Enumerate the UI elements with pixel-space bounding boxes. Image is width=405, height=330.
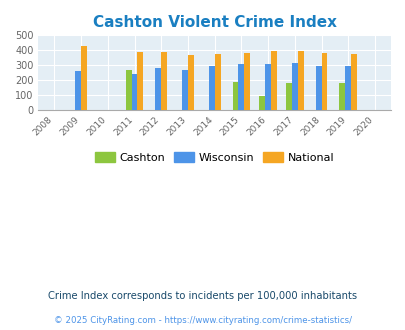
- Bar: [81, 46, 87, 111]
- Bar: [271, 51, 276, 111]
- Bar: [264, 64, 271, 111]
- Bar: [232, 82, 238, 111]
- Bar: [75, 71, 81, 111]
- Bar: [244, 53, 249, 111]
- Bar: [291, 63, 297, 111]
- Bar: [238, 64, 244, 111]
- Bar: [321, 53, 326, 111]
- Bar: [155, 68, 161, 111]
- Bar: [208, 66, 214, 111]
- Bar: [285, 82, 291, 111]
- Bar: [214, 54, 220, 111]
- Bar: [297, 51, 303, 111]
- Legend: Cashton, Wisconsin, National: Cashton, Wisconsin, National: [90, 148, 338, 167]
- Bar: [350, 53, 356, 111]
- Bar: [315, 66, 321, 111]
- Bar: [137, 52, 143, 111]
- Bar: [181, 70, 188, 111]
- Bar: [131, 74, 137, 111]
- Bar: [339, 83, 345, 111]
- Bar: [259, 96, 264, 111]
- Text: © 2025 CityRating.com - https://www.cityrating.com/crime-statistics/: © 2025 CityRating.com - https://www.city…: [54, 316, 351, 325]
- Bar: [188, 55, 193, 111]
- Bar: [345, 66, 350, 111]
- Bar: [161, 52, 167, 111]
- Bar: [126, 70, 131, 111]
- Text: Crime Index corresponds to incidents per 100,000 inhabitants: Crime Index corresponds to incidents per…: [48, 291, 357, 301]
- Title: Cashton Violent Crime Index: Cashton Violent Crime Index: [92, 15, 336, 30]
